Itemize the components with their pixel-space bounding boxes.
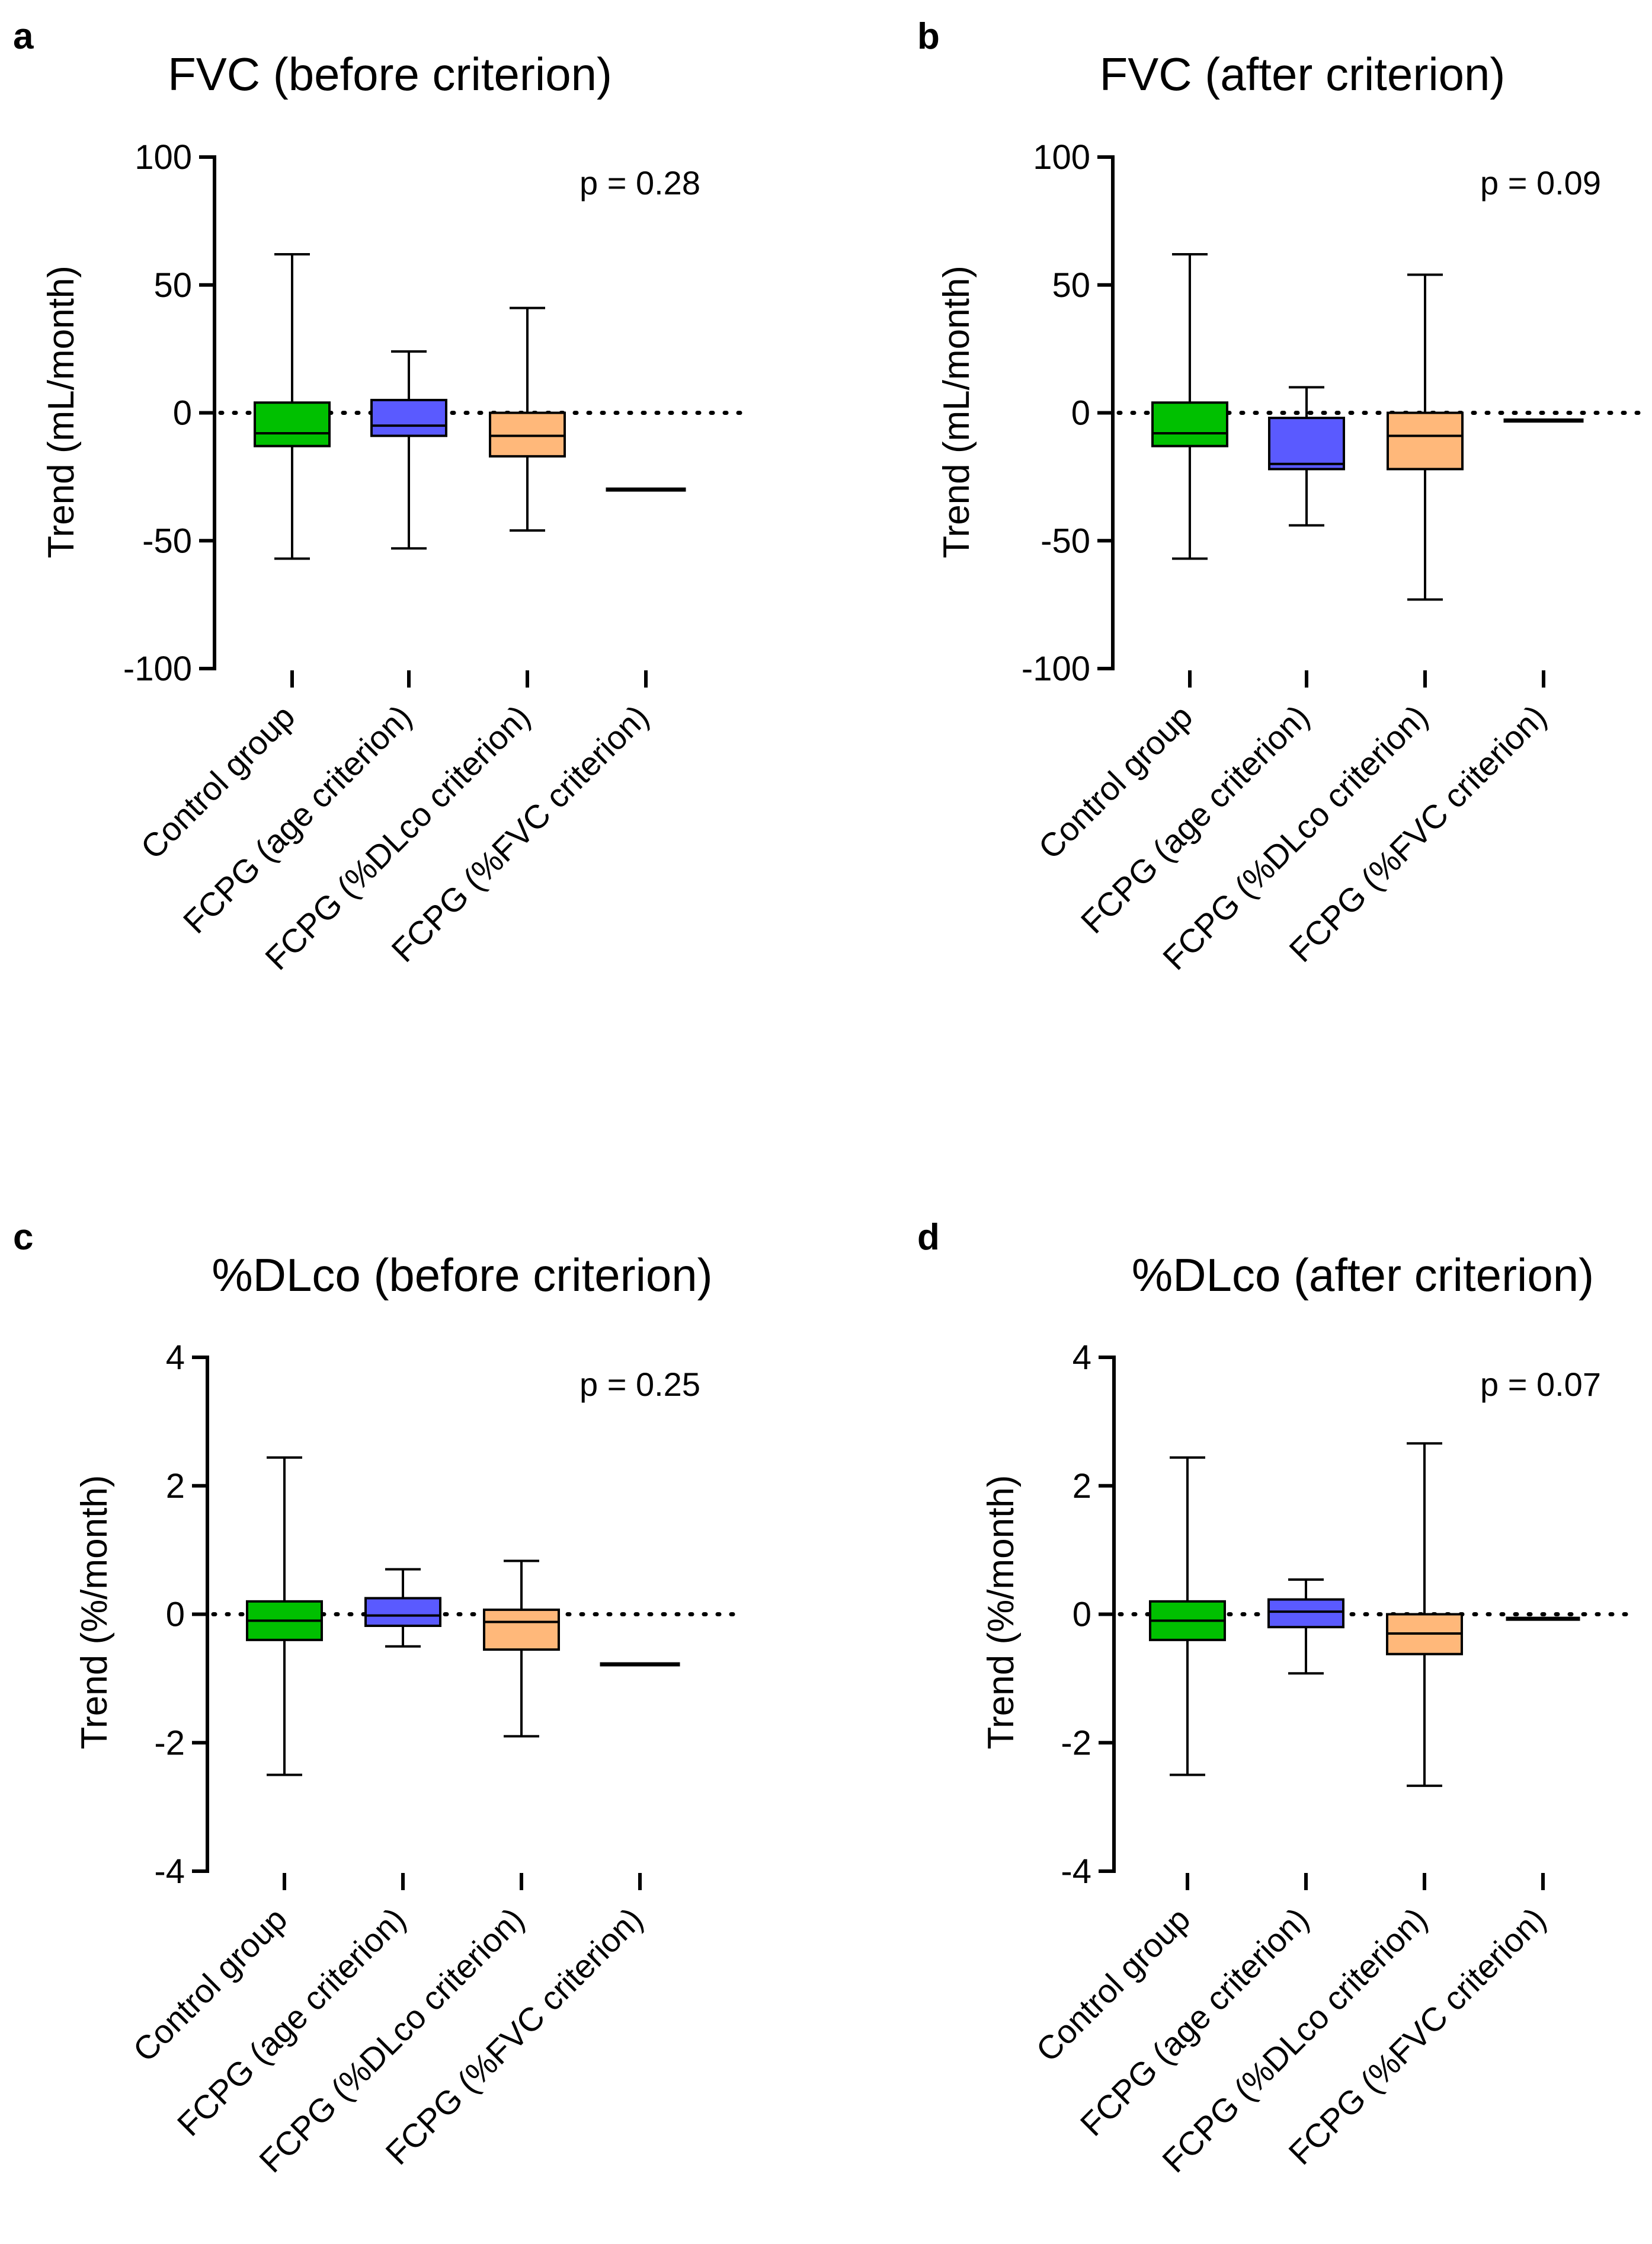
y-tick-label: -2 [154,1724,185,1762]
y-tick-label: 2 [1072,1467,1091,1505]
y-axis-label: Trend (mL/month) [936,266,977,558]
y-tick-label: 0 [1071,394,1090,433]
box [364,1597,441,1628]
y-tick-label: 100 [135,138,192,177]
category-label: FCPG (age criterion) [1073,1900,1316,2143]
y-tick-label: 4 [166,1338,185,1377]
y-tick-label: 0 [166,1596,185,1634]
panel-c: c %DLco (before criterion) p = 0.25 Tren… [13,1217,737,2179]
box [1151,401,1228,447]
category-label: FCPG (age criterion) [1074,698,1317,941]
panel-b: b FVC (after criterion) p = 0.09 Trend (… [917,16,1641,977]
p-value-annotation: p = 0.07 [1480,1366,1601,1403]
y-tick-label: -2 [1061,1724,1091,1762]
box [254,401,331,447]
panel-d: d %DLco (after criterion) p = 0.07 Trend… [917,1217,1640,2179]
y-tick-label: 2 [166,1467,185,1505]
y-tick-label: -50 [1040,522,1090,560]
box [370,398,447,437]
y-axis-label: Trend (%/month) [74,1475,115,1750]
y-axis-label: Trend (%/month) [981,1475,1022,1750]
panel-letter: b [917,16,940,57]
y-tick-label: 50 [153,266,192,305]
box [483,1608,560,1651]
p-value-annotation: p = 0.09 [1480,164,1601,202]
y-tick-label: -100 [123,650,192,688]
panel-a: a FVC (before criterion) p = 0.28 Trend … [13,16,743,977]
y-tick-label: 100 [1033,138,1090,177]
chart-title: %DLco (after criterion) [1132,1249,1594,1301]
panel-letter: c [13,1217,33,1258]
y-axis-label: Trend (mL/month) [41,266,82,558]
panel-letter: a [13,16,34,57]
box [1268,417,1345,471]
category-label: FCPG (age criterion) [170,1900,413,2143]
chart-title: FVC (before criterion) [168,48,612,100]
y-tick-label: -100 [1022,650,1090,688]
y-tick-label: -4 [1061,1852,1091,1891]
category-label: FCPG (age criterion) [176,698,419,941]
y-tick-label: 50 [1052,266,1090,305]
chart-title: FVC (after criterion) [1100,48,1506,100]
p-value-annotation: p = 0.25 [580,1366,700,1403]
box [1387,411,1464,471]
panel-letter: d [917,1217,940,1258]
y-tick-label: 0 [1072,1596,1091,1634]
y-tick-label: -4 [154,1852,185,1891]
p-value-annotation: p = 0.28 [580,164,700,202]
y-tick-label: 0 [173,394,192,433]
box [1267,1598,1344,1629]
y-tick-label: 4 [1072,1338,1091,1377]
y-tick-label: -50 [142,522,192,560]
box [489,411,566,458]
chart-title: %DLco (before criterion) [212,1249,712,1301]
